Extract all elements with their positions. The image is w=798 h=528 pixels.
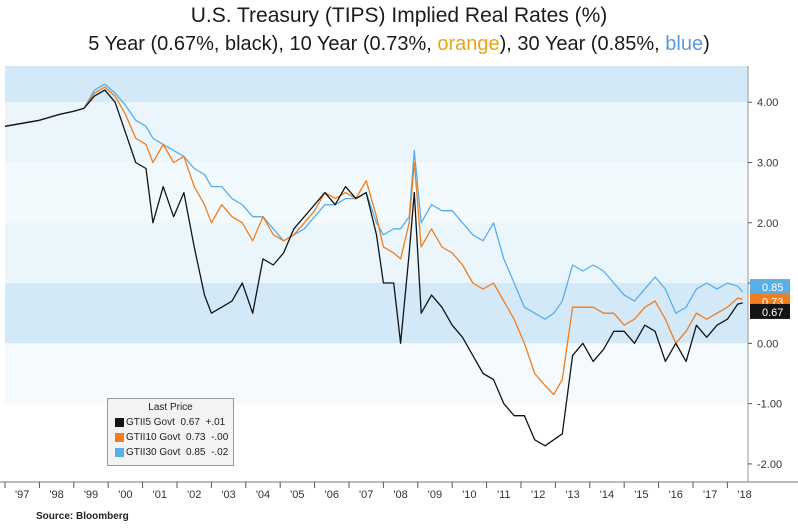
x-tick-label: '99	[84, 489, 98, 501]
legend-title: Last Price	[148, 402, 193, 413]
legend-swatch-gtii10	[115, 433, 124, 442]
legend-ticker: GTII30 Govt	[126, 447, 181, 458]
legend-row-gtii30: GTII30 Govt 0.85 -.02	[108, 445, 233, 460]
x-tick-label: '98	[49, 489, 63, 501]
y-tick-label: -2.00	[757, 459, 782, 471]
x-tick-label: '05	[290, 489, 304, 501]
last-value-box	[750, 279, 790, 295]
x-tick-label: '07	[359, 489, 373, 501]
chart-subtitle: 5 Year (0.67%, black), 10 Year (0.73%, o…	[0, 33, 798, 56]
background-band	[5, 222, 748, 284]
x-tick-label: '15	[634, 489, 648, 501]
legend-price: 0.67	[180, 417, 200, 428]
background-band	[5, 162, 748, 223]
background-band	[5, 66, 748, 103]
x-tick-label: '97	[15, 489, 29, 501]
x-tick-label: '11	[497, 489, 511, 501]
x-tick-label: '00	[118, 489, 132, 501]
series-line-gtii5-govt	[4, 89, 743, 447]
x-tick-label: '13	[565, 489, 579, 501]
series-line-gtii30-govt	[4, 83, 744, 320]
chart-title: U.S. Treasury (TIPS) Implied Real Rates …	[190, 4, 608, 27]
legend-ticker: GTII5 Govt	[126, 417, 175, 428]
background-band	[5, 343, 748, 404]
background-band	[5, 102, 748, 163]
x-tick-label: '03	[221, 489, 235, 501]
legend-swatch-gtii5	[115, 418, 124, 427]
legend-row-gtii10: GTII10 Govt 0.73 -.00	[108, 430, 233, 445]
subtitle-part-2: ), 30 Year (0.85%,	[499, 33, 666, 55]
x-tick-label: '08	[393, 489, 407, 501]
y-tick-label: 2.00	[757, 218, 778, 230]
legend-box: Last Price GTII5 Govt 0.67 +.01 GTII10 G…	[107, 398, 234, 466]
subtitle-part-1: 5 Year (0.67%, black), 10 Year (0.73%,	[88, 33, 438, 55]
x-tick-label: '12	[531, 489, 545, 501]
x-tick-label: '16	[669, 489, 683, 501]
y-tick-label: -1.00	[757, 399, 782, 411]
legend-swatch-gtii30	[115, 448, 124, 457]
legend-ticker: GTII10 Govt	[126, 432, 181, 443]
subtitle-orange-word: orange	[437, 33, 500, 55]
legend-price: 0.85	[186, 447, 206, 458]
x-tick-label: '06	[325, 489, 339, 501]
subtitle-part-3: )	[703, 33, 710, 55]
x-tick-label: '18	[737, 489, 751, 501]
y-tick-label: 3.00	[757, 157, 778, 169]
legend-text-gtii5: GTII5 Govt 0.67 +.01	[126, 415, 225, 430]
last-value-label: 0.67	[762, 307, 783, 319]
x-tick-label: '14	[600, 489, 614, 501]
last-value-box	[750, 303, 790, 319]
subtitle-blue-word: blue	[665, 33, 704, 55]
y-tick-label: 4.00	[757, 97, 778, 109]
legend-text-gtii30: GTII30 Govt 0.85 -.02	[126, 445, 228, 460]
legend-change: +.01	[205, 417, 226, 428]
x-tick-label: '09	[428, 489, 442, 501]
x-tick-label: '04	[256, 489, 270, 501]
source-note: Source: Bloomberg	[36, 511, 129, 522]
legend-change: -.02	[211, 447, 229, 458]
x-tick-label: '17	[703, 489, 717, 501]
legend-text-gtii10: GTII10 Govt 0.73 -.00	[126, 430, 228, 445]
legend-price: 0.73	[186, 432, 206, 443]
x-tick-label: '02	[187, 489, 201, 501]
background-band	[5, 283, 748, 344]
legend-row-gtii5: GTII5 Govt 0.67 +.01	[108, 415, 233, 430]
legend-change: -.00	[211, 432, 229, 443]
y-tick-label: 0.00	[757, 338, 778, 350]
x-tick-label: '10	[462, 489, 476, 501]
last-value-label: 0.85	[762, 282, 783, 294]
x-tick-label: '01	[153, 489, 167, 501]
